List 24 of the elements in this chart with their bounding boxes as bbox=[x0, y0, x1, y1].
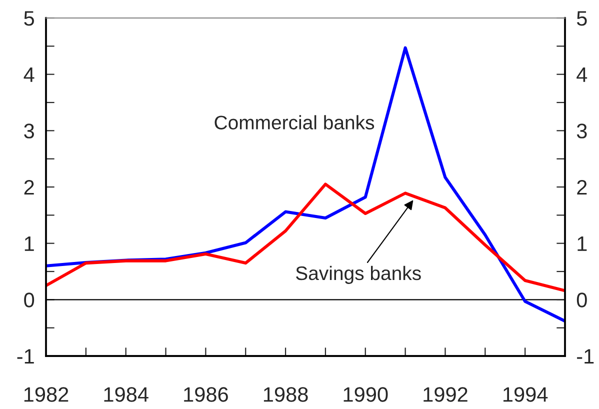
y-tick-label: 1 bbox=[24, 236, 34, 251]
y2-tick-label: 5 bbox=[576, 11, 587, 26]
y-tick-label: 3 bbox=[24, 124, 34, 138]
y2-tick-label: 2 bbox=[577, 180, 587, 195]
y-tick-label: 4 bbox=[24, 68, 34, 82]
y-tick-label: 5 bbox=[24, 11, 34, 26]
y2-tick-label: -1 bbox=[577, 349, 594, 364]
x-tick-label: 1982 bbox=[24, 387, 68, 402]
x-tick-label: 1994 bbox=[503, 387, 548, 402]
y-tick-label: 0 bbox=[24, 292, 34, 308]
y2-tick-label: 4 bbox=[576, 68, 588, 82]
x-tick-label: 1988 bbox=[264, 387, 308, 402]
y-tick-label: -1 bbox=[17, 349, 34, 364]
x-tick-label: 1992 bbox=[424, 387, 468, 402]
y-tick-label: 2 bbox=[24, 180, 34, 195]
x-tick-label: 1986 bbox=[184, 387, 228, 402]
y2-tick-label: 1 bbox=[578, 236, 587, 251]
series-label: Savings banks bbox=[296, 266, 421, 284]
line-series bbox=[46, 182, 565, 292]
y2-tick-label: 0 bbox=[576, 292, 587, 308]
x-tick-label: 1990 bbox=[344, 387, 388, 402]
y2-tick-label: 3 bbox=[576, 124, 587, 138]
x-tick-label: 1984 bbox=[104, 387, 148, 402]
series-label: Commercial banks bbox=[214, 115, 374, 130]
